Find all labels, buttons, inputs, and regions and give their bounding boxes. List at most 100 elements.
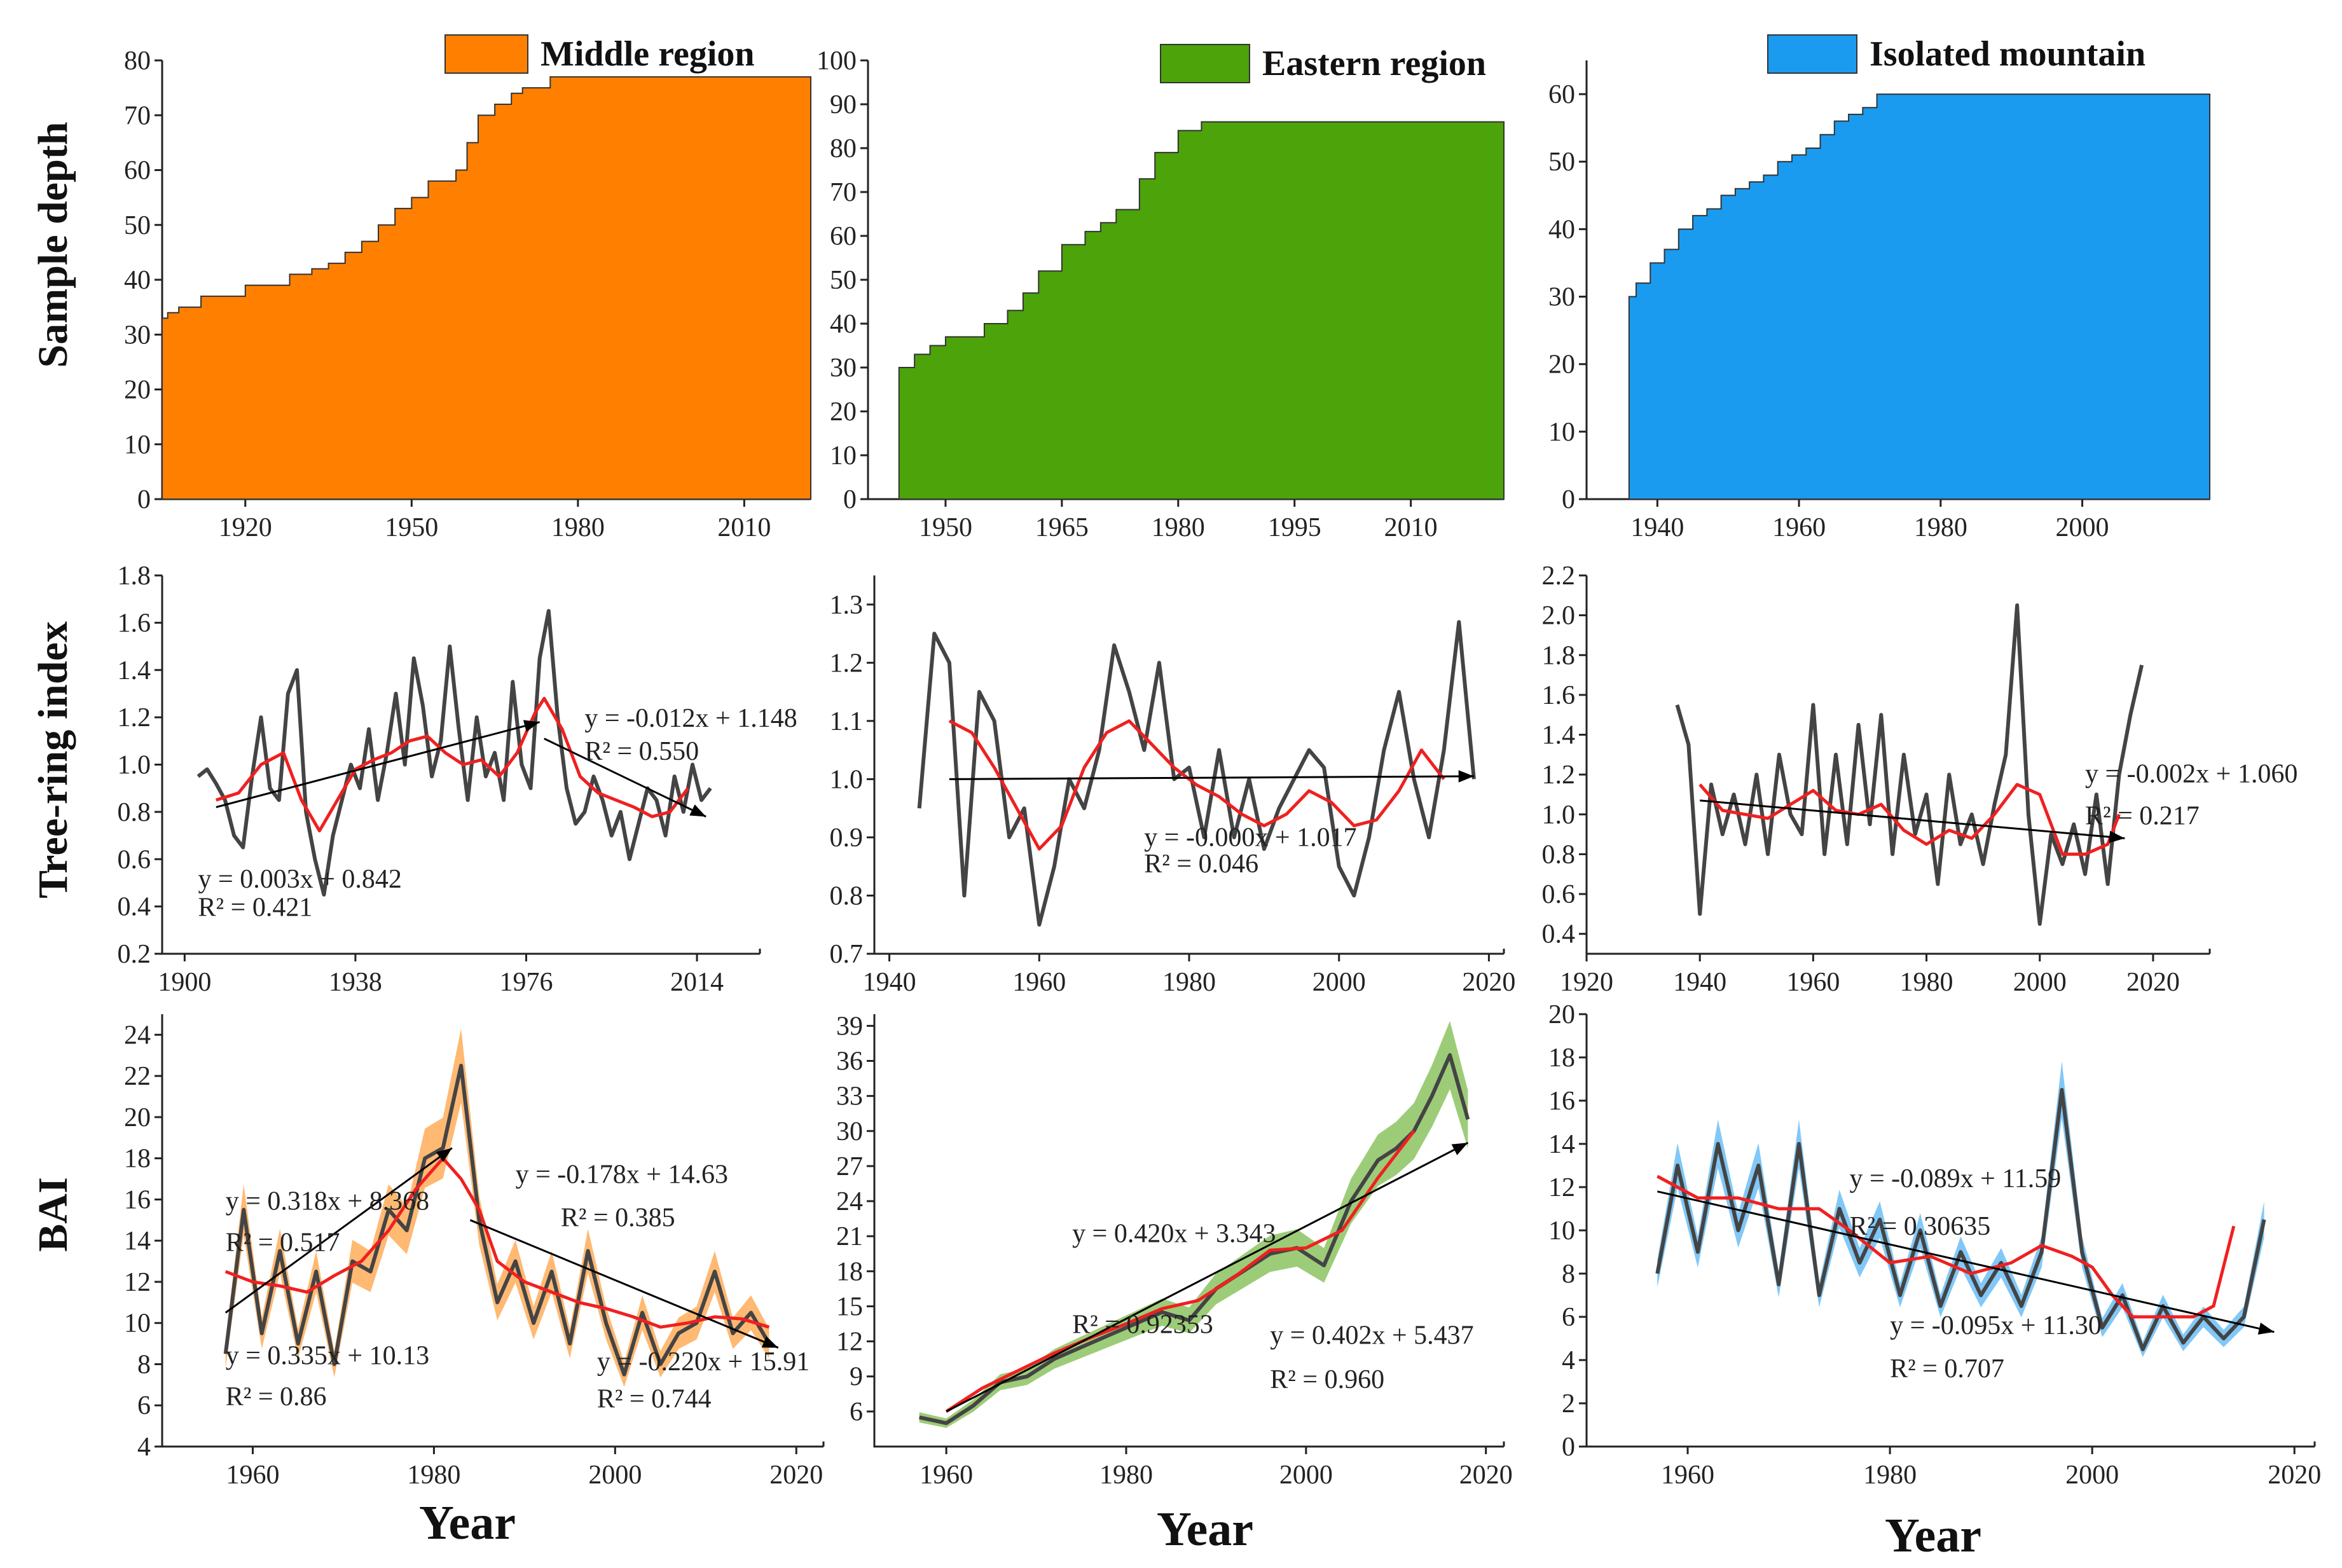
y-tick-label: 90: [830, 90, 857, 120]
trend-arrowhead: [1458, 770, 1474, 783]
y-tick-label: 10: [1548, 418, 1575, 447]
y-tick-label: 20: [1548, 1000, 1575, 1029]
regression-annotation: R² = 0.550: [584, 737, 699, 766]
bai-uncertainty-band: [225, 1028, 769, 1387]
trend-arrowhead: [1451, 1143, 1468, 1155]
y-tick-label: 10: [830, 441, 857, 471]
row-label-bai: BAI: [30, 1177, 76, 1251]
sample-depth-area: [898, 121, 1505, 500]
y-tick-label: 24: [124, 1021, 151, 1050]
trend-arrowhead: [436, 1148, 452, 1162]
y-tick-label: 70: [830, 178, 857, 207]
smoothed-mean-line: [224, 1157, 770, 1329]
y-tick-label: 50: [830, 266, 857, 295]
regression-annotation: R² = 0.046: [1144, 849, 1258, 879]
x-tick-label: 2000: [2065, 1461, 2119, 1490]
regression-annotation: y = -0.000x + 1.017: [1144, 823, 1356, 853]
y-tick-label: 1.3: [830, 591, 864, 620]
y-tick-label: 22: [124, 1062, 151, 1091]
y-tick-label: 36: [836, 1047, 863, 1076]
y-tick-label: 1.8: [118, 561, 151, 591]
y-tick-label: 50: [124, 211, 151, 240]
trend-arrowhead: [689, 804, 706, 817]
x-tick-label: 1960: [1661, 1461, 1714, 1490]
smoothed-mean-line: [945, 1130, 1416, 1413]
y-tick-label: 33: [836, 1082, 863, 1111]
x-tick-label: 1940: [1673, 968, 1726, 997]
x-tick-label: 1960: [920, 1461, 973, 1490]
y-tick-label: 1.8: [1542, 641, 1576, 670]
legend-swatch: [444, 34, 528, 74]
y-tick-label: 0.7: [830, 940, 864, 969]
panel-bai-isolated: 0 2 4 6 8 10 12 14 16 18 20 1960 1980 2000 2020 y = -0.…: [1548, 1000, 2321, 1490]
x-tick-label: 1980: [1900, 968, 1953, 997]
y-tick-label: 16: [1548, 1087, 1575, 1116]
y-tick-label: 30: [124, 320, 151, 350]
smoothed-mean-line: [1657, 1174, 2236, 1319]
regression-annotation: y = 0.318x + 8.368: [226, 1187, 429, 1216]
legend-label: Middle region: [541, 34, 755, 74]
y-tick-label: 20: [124, 376, 151, 405]
x-tick-label: 2010: [1384, 513, 1438, 542]
tree-ring-index-line: [1675, 603, 2144, 926]
y-tick-label: 1.6: [1542, 681, 1576, 710]
x-tick-label: 1976: [499, 968, 553, 997]
y-tick-label: 0.6: [1542, 880, 1576, 909]
y-tick-label: 12: [1548, 1173, 1575, 1202]
y-tick-label: 1.0: [118, 751, 151, 780]
y-tick-label: 20: [830, 397, 857, 427]
y-tick-label: 1.2: [118, 703, 151, 732]
row-label-tree-ring-index: Tree-ring index: [30, 621, 76, 898]
sample-depth-area: [162, 76, 811, 500]
x-tick-label: 1980: [1162, 968, 1216, 997]
y-tick-label: 16: [124, 1185, 151, 1214]
axis-frame: [873, 1014, 1504, 1448]
x-tick-label: 2000: [1279, 1461, 1333, 1490]
x-tick-label: 2010: [717, 513, 771, 542]
y-tick-label: 14: [1548, 1130, 1575, 1159]
y-tick-label: 24: [836, 1187, 863, 1216]
y-tick-label: 40: [830, 310, 857, 339]
y-tick-label: 12: [836, 1328, 863, 1357]
y-tick-label: 70: [124, 101, 151, 130]
y-tick-label: 1.0: [1542, 801, 1576, 830]
y-tick-label: 0.8: [118, 798, 151, 827]
trend-arrowhead: [2109, 830, 2125, 843]
regression-annotation: y = 0.003x + 0.842: [198, 865, 402, 894]
x-tick-label: 1980: [1863, 1461, 1917, 1490]
y-tick-label: 21: [836, 1222, 863, 1251]
regression-annotation: R² = 0.86: [226, 1382, 327, 1412]
y-tick-label: 80: [124, 46, 151, 76]
regression-annotation: y = -0.089x + 11.59: [1849, 1164, 2061, 1193]
x-tick-label: 1960: [1772, 513, 1826, 542]
row-label-sample-depth: Sample depth: [30, 122, 76, 368]
x-tick-label: 2000: [2056, 513, 2109, 542]
y-tick-label: 18: [124, 1145, 151, 1174]
x-tick-label: 2020: [2268, 1461, 2321, 1490]
x-tick-label: 1960: [1012, 968, 1066, 997]
x-tick-label: 1980: [1099, 1461, 1153, 1490]
x-tick-label: 1980: [1914, 513, 1967, 542]
x-tick-label: 1980: [551, 513, 605, 542]
y-tick-label: 1.4: [1542, 721, 1576, 750]
y-tick-label: 30: [836, 1117, 863, 1146]
regression-annotation: R² = 0.92353: [1072, 1310, 1213, 1340]
y-tick-label: 18: [836, 1257, 863, 1286]
trend-arrowhead: [761, 1336, 778, 1348]
x-tick-label: 1960: [1786, 968, 1840, 997]
trend-line: [469, 1219, 779, 1349]
y-tick-label: 20: [1548, 350, 1575, 380]
panel-bai-middle: 4 6 8 10 12 14 16 18 20 22 24 1960 1980 2000 2020 y = 0…: [124, 1014, 825, 1490]
y-tick-label: 100: [816, 46, 857, 76]
smoothed-mean-line: [216, 696, 689, 833]
x-tick-label: 1995: [1268, 513, 1321, 542]
x-tick-label: 1938: [329, 968, 382, 997]
x-tick-label: 1950: [385, 513, 438, 542]
smoothed-mean-line: [948, 719, 1445, 851]
x-tick-label: 2020: [2126, 968, 2180, 997]
trend-line: [224, 1147, 453, 1314]
regression-annotation: R² = 0.217: [2085, 801, 2200, 830]
y-tick-label: 1.6: [118, 609, 151, 638]
y-tick-label: 20: [124, 1103, 151, 1132]
